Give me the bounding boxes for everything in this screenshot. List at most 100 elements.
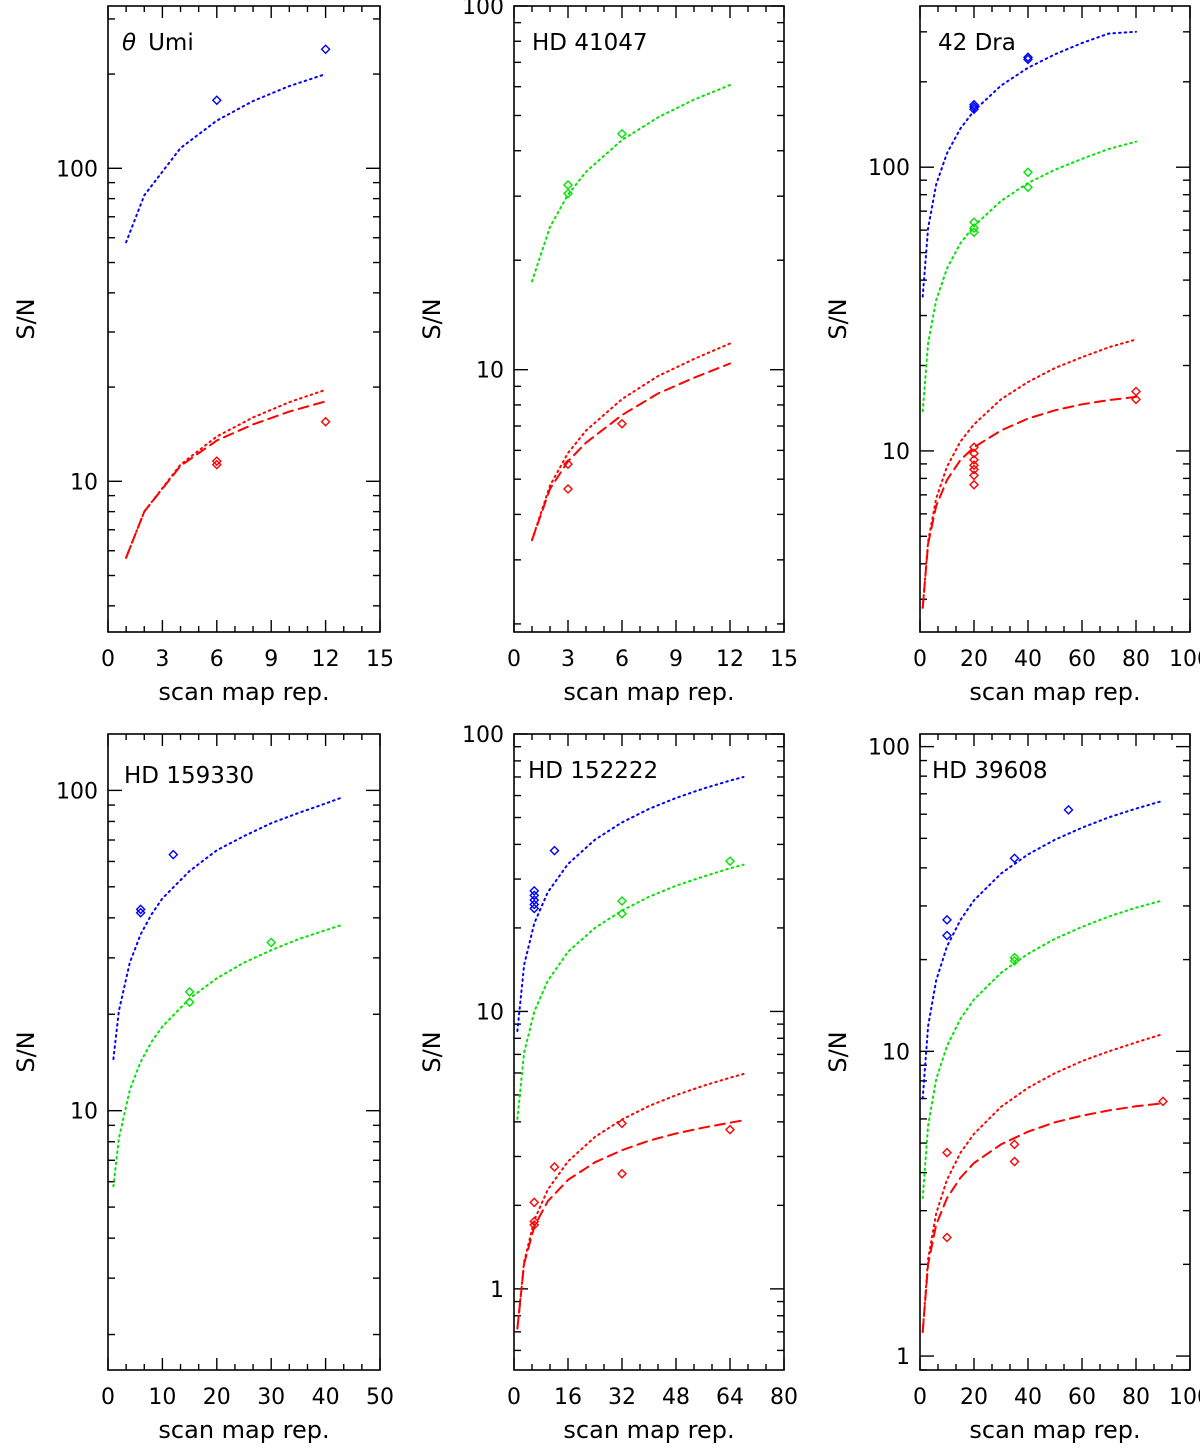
x-axis-title: scan map rep. xyxy=(158,1416,329,1444)
blue-data-point xyxy=(549,845,560,856)
green-data-point xyxy=(563,179,573,190)
red-dotted-fit-line xyxy=(921,1033,1164,1333)
red-data-point xyxy=(969,470,979,481)
x-tick-label: 0 xyxy=(913,647,927,672)
y-tick-label: 10 xyxy=(70,470,98,495)
blue-data-point xyxy=(529,903,540,914)
blue-data-point xyxy=(1023,52,1033,63)
panel-title: θ Umi xyxy=(122,30,194,56)
red-dotted-fit-line xyxy=(516,1073,745,1330)
red-dotted-fit-line xyxy=(531,342,731,542)
blue-data-point xyxy=(969,99,979,110)
x-tick-label: 0 xyxy=(101,647,115,672)
green-data-point xyxy=(725,856,735,867)
blue-dotted-fit-line xyxy=(112,796,343,1060)
panel-42-dra-marks: 0 20 40 60 80 100 10 100 scan map rep. S/N xyxy=(824,5,1200,706)
panel-hd-159330-marks: 0 10 20 30 40 50 10 100 scan map rep. S/N xyxy=(12,733,394,1444)
green-dotted-fit-line xyxy=(921,140,1137,413)
green-data-point xyxy=(1009,952,1020,963)
x-tick-label: 32 xyxy=(608,1385,636,1410)
red-data-point xyxy=(211,456,222,467)
x-axis-title: scan map rep. xyxy=(563,678,734,706)
x-tick-label: 50 xyxy=(366,1385,394,1410)
y-tick-label: 100 xyxy=(56,157,98,182)
blue-data-point xyxy=(135,904,146,915)
blue-dotted-fit-line xyxy=(125,73,327,244)
x-tick-label: 60 xyxy=(1068,647,1096,672)
red-data-point xyxy=(1158,1096,1168,1107)
x-tick-label: 15 xyxy=(366,647,394,672)
x-tick-label: 80 xyxy=(770,1385,798,1410)
blue-data-point xyxy=(942,930,952,941)
red-data-point xyxy=(1131,394,1141,405)
panel-title: HD 39608 xyxy=(932,758,1047,784)
x-tick-label: 3 xyxy=(561,647,575,672)
red-data-point xyxy=(969,442,979,453)
blue-dotted-fit-line xyxy=(921,30,1137,298)
y-tick-label: 100 xyxy=(868,736,910,761)
y-tick-label: 100 xyxy=(868,156,910,181)
x-axis-title: scan map rep. xyxy=(969,678,1140,706)
red-data-point xyxy=(549,1161,560,1172)
y-axis-title: S/N xyxy=(824,1031,852,1072)
x-tick-label: 40 xyxy=(1014,1385,1042,1410)
red-data-point xyxy=(563,483,573,494)
panel-title-greek: θ xyxy=(122,30,136,56)
x-tick-label: 40 xyxy=(312,1385,340,1410)
red-data-point xyxy=(617,418,627,429)
green-dotted-fit-line xyxy=(921,899,1164,1200)
red-data-point xyxy=(942,1147,952,1158)
y-axis-title: S/N xyxy=(418,298,446,339)
x-axis-title: scan map rep. xyxy=(158,678,329,706)
green-data-point xyxy=(1023,167,1033,178)
blue-data-point xyxy=(211,95,222,106)
red-dashed-fit-line xyxy=(516,1119,745,1330)
y-tick-label: 1 xyxy=(490,1278,504,1303)
x-tick-label: 20 xyxy=(203,1385,231,1410)
plot-frame xyxy=(919,733,1191,1371)
green-data-point xyxy=(266,937,277,948)
x-tick-label: 12 xyxy=(312,647,340,672)
plot-frame xyxy=(513,733,785,1371)
panel-hd-39608-marks: 0 20 40 60 80 100 1 10 100 scan map rep. S/N xyxy=(824,733,1200,1444)
x-tick-label: 16 xyxy=(554,1385,582,1410)
x-tick-label: 0 xyxy=(507,1385,521,1410)
y-tick-label: 100 xyxy=(462,723,504,748)
panel-hd-39608: 0 20 40 60 80 100 1 10 100 scan map rep. S/N HD 39… xyxy=(824,733,1200,1444)
blue-data-point xyxy=(1009,853,1020,864)
panel-title: HD 41047 xyxy=(532,30,647,56)
red-data-point xyxy=(969,479,979,490)
y-tick-label: 10 xyxy=(476,1000,504,1025)
panel-title: HD 159330 xyxy=(124,763,254,789)
x-tick-label: 6 xyxy=(210,647,224,672)
x-tick-label: 0 xyxy=(101,1385,115,1410)
panel-hd-152222: 0 16 32 48 64 80 1 10 100 scan map rep. S/N HD 152… xyxy=(418,723,798,1444)
blue-data-point xyxy=(320,44,331,55)
panel-hd-159330: 0 10 20 30 40 50 10 100 scan map rep. S/N HD 1593… xyxy=(12,733,394,1444)
panel-42-dra: 0 20 40 60 80 100 10 100 scan map rep. S/N 42 Dra xyxy=(824,5,1200,706)
y-tick-label: 10 xyxy=(476,359,504,384)
y-tick-label: 100 xyxy=(56,779,98,804)
blue-data-point xyxy=(168,849,179,860)
red-data-point xyxy=(942,1232,952,1243)
y-tick-label: 10 xyxy=(882,440,910,465)
green-data-point xyxy=(617,128,627,139)
red-data-point xyxy=(1009,1139,1020,1150)
red-data-point xyxy=(969,454,979,465)
plot-frame xyxy=(513,5,785,633)
x-tick-label: 6 xyxy=(615,647,629,672)
blue-data-point xyxy=(529,890,540,901)
y-axis-title: S/N xyxy=(12,298,40,339)
x-tick-label: 9 xyxy=(264,647,278,672)
y-tick-label: 100 xyxy=(462,0,504,20)
y-tick-label: 1 xyxy=(896,1345,910,1370)
x-tick-label: 20 xyxy=(960,647,988,672)
plot-frame xyxy=(107,5,381,633)
green-data-point xyxy=(969,217,979,228)
plot-frame xyxy=(919,5,1191,633)
x-tick-label: 64 xyxy=(716,1385,744,1410)
red-data-point xyxy=(563,459,573,470)
red-dotted-fit-line xyxy=(921,338,1137,609)
plot-frame xyxy=(107,733,381,1371)
